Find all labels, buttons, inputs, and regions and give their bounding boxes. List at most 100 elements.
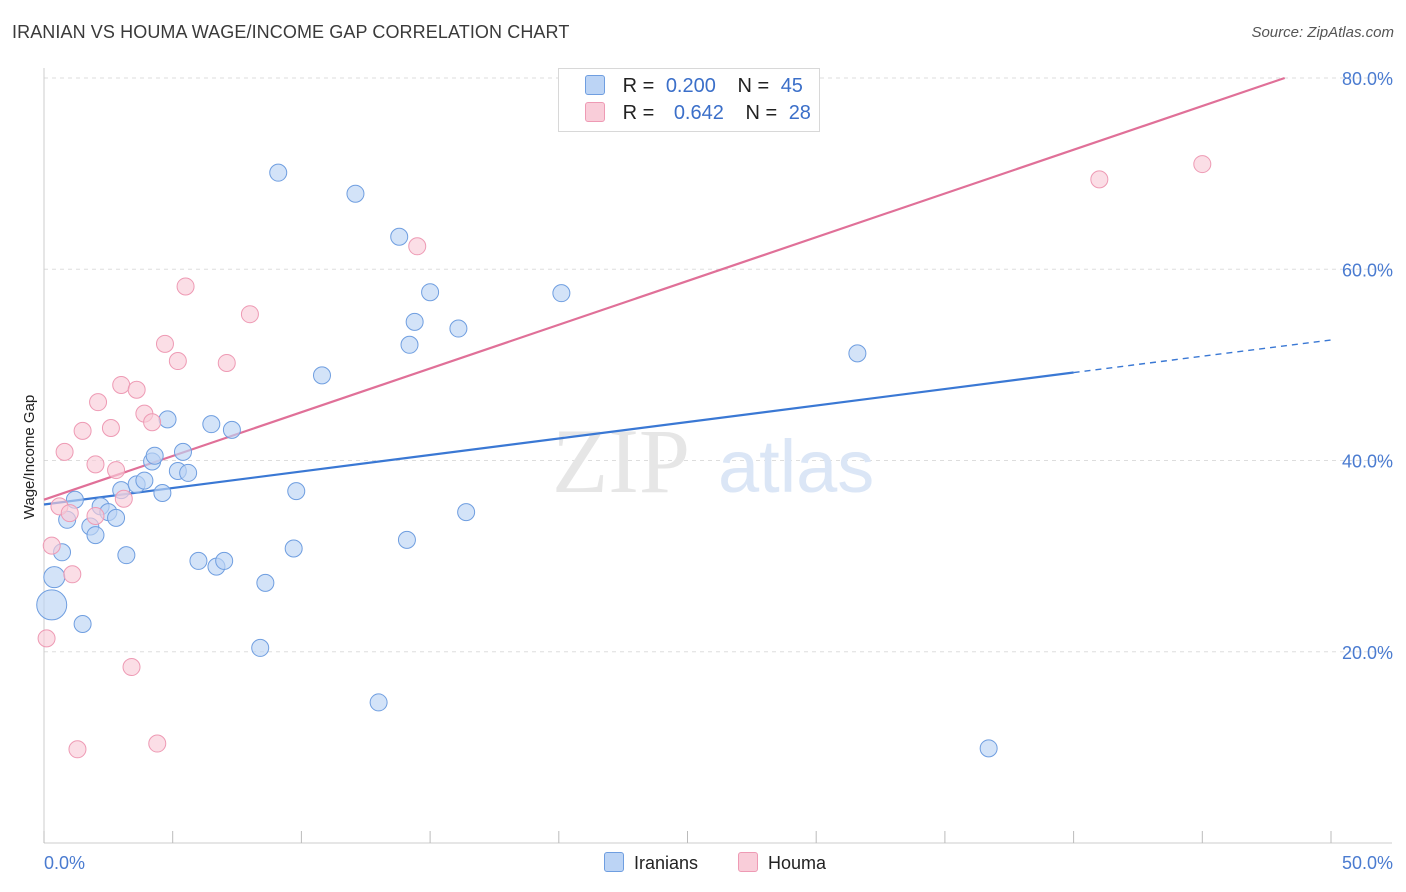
point-iranians (397, 530, 416, 549)
point-iranians (145, 446, 164, 465)
point-houma (42, 536, 61, 555)
trend-line-iranians-extension (1073, 339, 1332, 374)
point-iranians (421, 283, 440, 302)
point-houma (60, 504, 79, 523)
trend-line-houma (43, 76, 1286, 501)
point-iranians (346, 184, 365, 203)
point-iranians (979, 739, 998, 758)
legend-r-value: 0.642 (673, 102, 724, 124)
point-iranians (202, 415, 221, 434)
stats-legend: R = 0.200 N = 45 R = 0.642 N = 28 (558, 68, 820, 132)
legend-swatch-houma (585, 102, 605, 122)
point-iranians (86, 526, 105, 545)
y-tick-label: 40.0% (1342, 452, 1393, 472)
point-houma (143, 413, 162, 432)
point-iranians (405, 312, 424, 331)
point-iranians (215, 551, 234, 570)
x-tick-label: 0.0% (44, 853, 85, 873)
source-label: Source: ZipAtlas.com (1251, 24, 1394, 41)
y-axis-label: Wage/Income Gap (21, 395, 38, 520)
point-houma (408, 237, 427, 256)
legend-swatch-iranians (585, 75, 605, 95)
point-houma (107, 461, 126, 480)
point-iranians (449, 319, 468, 338)
x-tick-label: 50.0% (1342, 853, 1393, 873)
point-iranians (158, 410, 177, 429)
tick-labels: 20.0% 40.0% 60.0% 80.0% 0.0% 50.0% (44, 69, 1393, 873)
y-tick-label: 60.0% (1342, 260, 1393, 280)
legend-row-iranians: R = 0.200 N = 45 (585, 75, 803, 98)
point-houma (86, 506, 105, 525)
point-iranians (117, 546, 136, 565)
point-iranians (222, 420, 241, 439)
point-houma (63, 565, 82, 584)
point-houma (89, 393, 108, 412)
point-houma (217, 353, 236, 372)
legend-n-label: N = (745, 102, 778, 124)
trend-lines (43, 76, 1332, 506)
legend-r-label: R = (622, 102, 655, 124)
point-houma (122, 658, 141, 677)
point-iranians (135, 471, 154, 490)
bottom-label-houma: Houma (768, 853, 827, 873)
point-houma (86, 455, 105, 474)
point-iranians (848, 344, 867, 363)
point-iranians (552, 284, 571, 303)
point-iranians (173, 442, 192, 461)
point-houma (55, 442, 74, 461)
legend-n-value: 28 (788, 102, 811, 124)
point-iranians (312, 366, 331, 385)
point-houma (168, 352, 187, 371)
legend-row-houma: R = 0.642 N = 28 (585, 102, 811, 125)
point-houma (112, 375, 131, 394)
bottom-legend-houma: Houma (738, 852, 826, 874)
trend-line-iranians (43, 371, 1074, 506)
point-iranians (153, 484, 172, 503)
point-houma (1090, 170, 1109, 189)
legend-r-label: R = (622, 75, 655, 97)
point-houma (155, 334, 174, 353)
point-iranians (43, 566, 66, 589)
point-iranians (269, 163, 288, 182)
watermark-atlas: atlas (718, 425, 874, 508)
bottom-legend-iranians: Iranians (604, 852, 698, 874)
point-iranians (390, 227, 409, 246)
point-iranians (369, 693, 388, 712)
point-iranians (36, 589, 68, 621)
point-iranians (256, 573, 275, 592)
axes (43, 68, 1392, 844)
point-houma (176, 277, 195, 296)
point-houma (1193, 155, 1212, 174)
chart-title: IRANIAN VS HOUMA WAGE/INCOME GAP CORRELA… (12, 22, 570, 42)
legend-n-value: 45 (780, 75, 803, 97)
point-iranians (284, 539, 303, 558)
point-houma (240, 305, 259, 324)
point-iranians (457, 503, 476, 522)
point-houma (114, 489, 133, 508)
point-iranians (189, 551, 208, 570)
legend-r-value: 0.200 (665, 75, 716, 97)
watermark-zip: ZIP (552, 410, 690, 512)
point-houma (68, 740, 87, 759)
point-iranians (287, 482, 306, 501)
point-iranians (400, 335, 419, 354)
point-houma (127, 380, 146, 399)
point-houma (37, 629, 56, 648)
point-iranians (179, 463, 198, 482)
point-iranians (251, 638, 270, 657)
bottom-label-iranians: Iranians (634, 853, 699, 873)
watermark: ZIP atlas (552, 410, 874, 512)
y-tick-label: 20.0% (1342, 643, 1393, 663)
point-iranians (73, 615, 92, 634)
y-tick-label: 80.0% (1342, 69, 1393, 89)
point-houma (101, 418, 120, 437)
data-points (36, 155, 1212, 759)
bottom-swatch-houma (738, 852, 758, 872)
grid-lines (44, 77, 1392, 653)
legend-n-label: N = (737, 75, 770, 97)
bottom-swatch-iranians (604, 852, 624, 872)
point-houma (73, 421, 92, 440)
point-houma (148, 734, 167, 753)
point-iranians (107, 508, 126, 527)
